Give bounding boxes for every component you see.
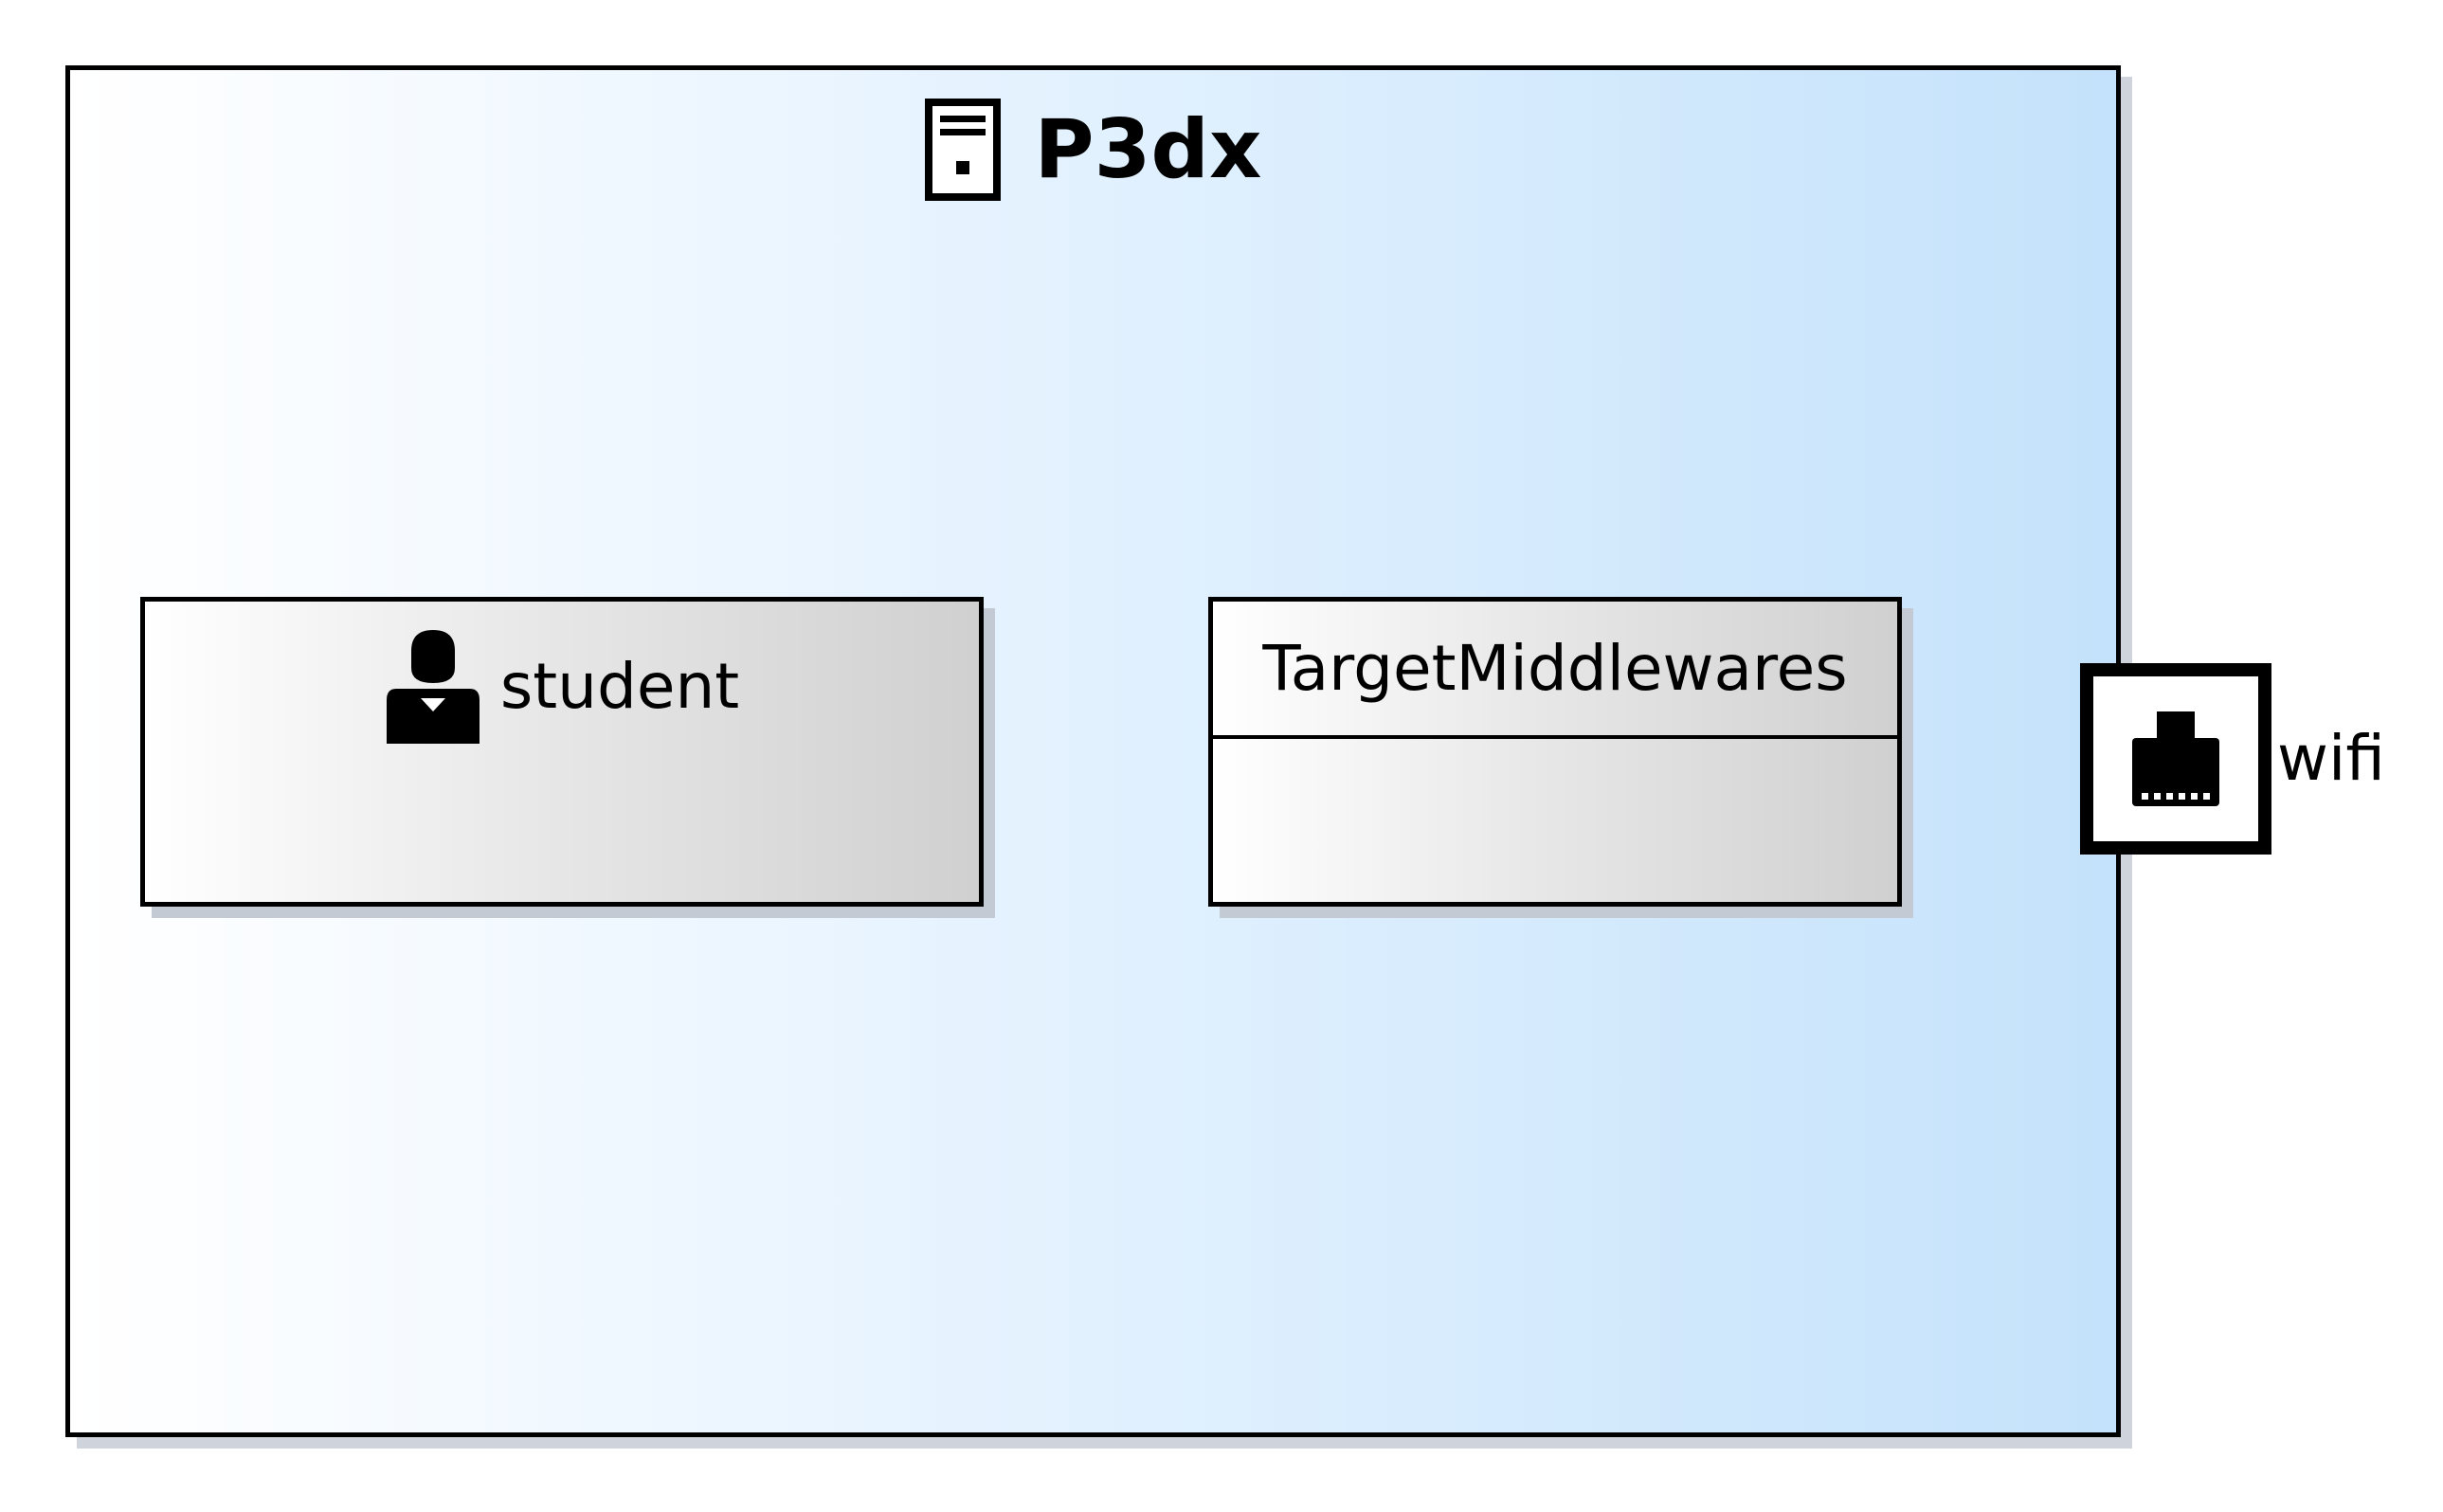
artifact-target-middlewares-label: TargetMiddlewares: [1262, 631, 1848, 705]
port-wifi[interactable]: [2080, 663, 2271, 855]
node-header: P3dx: [70, 99, 2116, 201]
artifact-target-middlewares[interactable]: TargetMiddlewares: [1208, 597, 1902, 907]
node-title: P3dx: [1034, 102, 1262, 197]
person-icon: [386, 630, 480, 744]
artifact-student-header: student: [145, 630, 979, 744]
artifact-student-label: student: [499, 650, 740, 723]
port-wifi-label: wifi: [2277, 722, 2385, 795]
server-icon: [924, 99, 1001, 201]
artifact-target-middlewares-header: TargetMiddlewares: [1213, 602, 1897, 739]
artifact-student[interactable]: student: [140, 597, 984, 907]
network-port-icon: [2132, 711, 2219, 806]
